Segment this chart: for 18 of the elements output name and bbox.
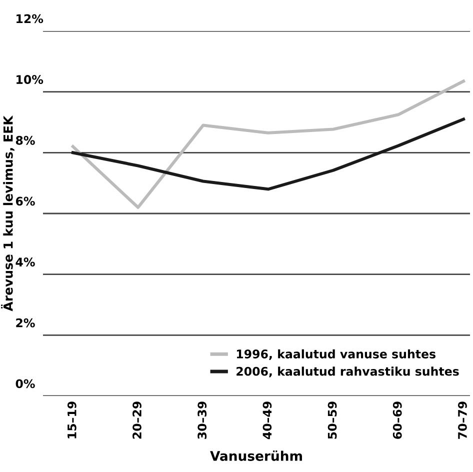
y-tick-label: 0% <box>16 379 35 388</box>
legend-label: 1996, kaalutud vanuse suhtes <box>236 349 436 360</box>
y-axis-title: Ärevuse 1 kuu levimus, EEK <box>1 115 14 312</box>
y-tick-label: 2% <box>16 318 35 328</box>
x-tick-label: 20–29 <box>132 402 142 439</box>
y-tick-label: 4% <box>16 258 35 266</box>
x-tick-label: 15–19 <box>67 402 76 438</box>
legend-label: 2006, kaalutud rahvastiku suhtes <box>236 366 459 378</box>
x-tick-label: 30–39 <box>198 402 207 439</box>
y-tick-label: 12% <box>16 14 44 24</box>
x-tick-label: 70–79 <box>458 402 467 439</box>
y-tick-label: 8% <box>16 136 35 145</box>
x-tick-label: 60–69 <box>392 402 402 439</box>
y-tick-label: 6% <box>16 196 35 206</box>
x-axis-title: Vanuserühm <box>210 450 302 461</box>
x-tick-label: 40–49 <box>262 402 272 440</box>
x-tick-label: 50–59 <box>328 402 337 439</box>
y-tick-label: 10% <box>16 75 44 84</box>
